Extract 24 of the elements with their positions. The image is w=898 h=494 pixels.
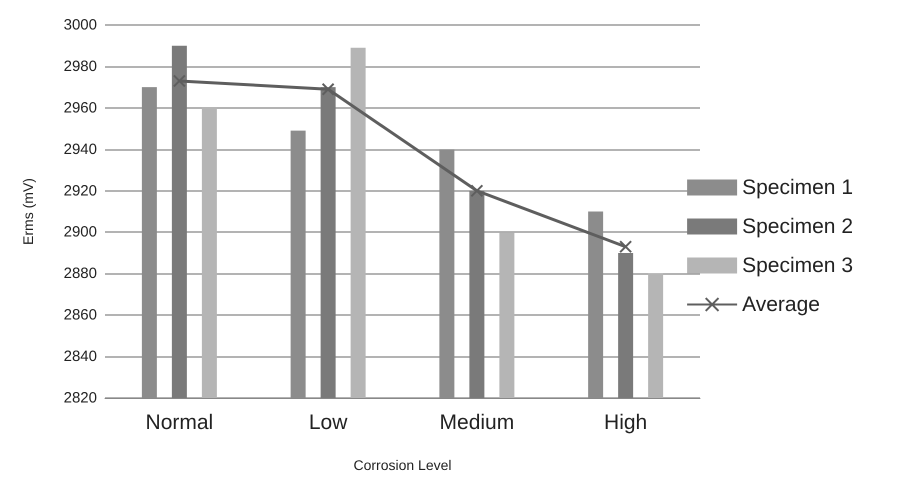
- y-tick-label: 2980: [64, 58, 97, 75]
- y-tick-label: 3000: [64, 16, 97, 34]
- y-tick-label: 2920: [64, 182, 97, 200]
- x-tick-label: Medium: [440, 411, 514, 434]
- y-tick-label: 2960: [64, 99, 97, 116]
- x-axis-title: Corrosion Level: [353, 457, 452, 473]
- point: [470, 184, 484, 198]
- point: [322, 82, 335, 96]
- point: [172, 74, 186, 88]
- y-tick-label: 2900: [64, 224, 97, 241]
- x-tick-label: High: [604, 411, 648, 434]
- legend-label: Average: [742, 293, 820, 316]
- y-axis-title: Erms (mV): [20, 178, 36, 245]
- point: [619, 240, 632, 254]
- y-tick-label: 2880: [64, 265, 97, 282]
- x-tick-label: Low: [308, 411, 348, 434]
- y-tick-label: 2840: [64, 348, 97, 366]
- legend-label: Specimen 2: [742, 215, 854, 238]
- legend-label: Specimen 1: [742, 176, 854, 199]
- legend-label: Specimen 3: [742, 254, 854, 277]
- y-tick-label: 2820: [64, 390, 97, 406]
- y-tick-label: 2860: [64, 306, 97, 324]
- x-tick-label: Normal: [146, 411, 214, 434]
- y-tick-label: 2940: [64, 140, 97, 158]
